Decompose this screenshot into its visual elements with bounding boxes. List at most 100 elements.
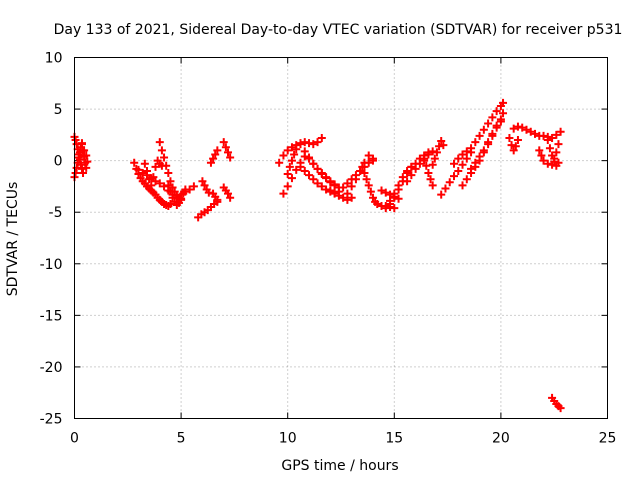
data-point: [166, 187, 175, 196]
data-point: [80, 146, 89, 155]
data-point: [403, 169, 412, 178]
data-point: [420, 156, 429, 165]
data-point: [181, 185, 190, 194]
data-point: [424, 169, 433, 178]
data-point: [71, 169, 80, 178]
data-point: [552, 148, 561, 157]
data-point: [526, 127, 535, 136]
data-point: [390, 193, 399, 202]
data-point: [507, 141, 516, 150]
data-point: [467, 164, 476, 173]
data-point: [454, 154, 463, 163]
data-point: [155, 179, 164, 188]
data-point: [428, 160, 437, 169]
data-point: [326, 178, 335, 187]
data-point: [390, 204, 399, 213]
data-point: [407, 162, 416, 171]
data-point: [313, 179, 322, 188]
data-point: [368, 193, 377, 202]
data-point: [496, 117, 505, 126]
data-point: [360, 158, 369, 167]
data-point: [71, 136, 80, 145]
data-point: [513, 122, 522, 131]
data-point: [309, 159, 318, 168]
data-point: [330, 188, 339, 197]
data-point: [130, 158, 139, 167]
data-point: [364, 151, 373, 160]
data-point: [462, 154, 471, 163]
data-point: [358, 162, 367, 171]
data-point: [160, 182, 169, 191]
data-point: [347, 182, 356, 191]
data-point: [366, 187, 375, 196]
data-point: [168, 193, 177, 202]
data-point: [157, 146, 166, 155]
y-tick-label: 10: [45, 51, 63, 67]
data-point: [381, 188, 390, 197]
data-point: [437, 137, 446, 146]
data-point: [138, 169, 147, 178]
data-point: [275, 158, 284, 167]
data-point: [518, 123, 527, 132]
data-point: [309, 140, 318, 149]
data-point: [492, 121, 501, 130]
data-point: [475, 152, 484, 161]
data-point: [134, 165, 143, 174]
x-axis-title: GPS time / hours: [281, 458, 398, 474]
x-tick-label: 15: [385, 431, 403, 447]
data-point: [445, 178, 454, 187]
data-point: [415, 159, 424, 168]
data-point: [317, 133, 326, 142]
y-tick-label: 0: [54, 154, 63, 170]
data-point: [509, 146, 518, 155]
data-point: [309, 175, 318, 184]
data-point: [411, 164, 420, 173]
data-point: [432, 148, 441, 157]
data-point: [224, 189, 233, 198]
data-point: [548, 133, 557, 142]
x-tick-label: 20: [492, 431, 510, 447]
y-axis-title: SDTVAR / TECUs: [5, 182, 21, 297]
data-point: [279, 189, 288, 198]
y-tick-label: -10: [40, 257, 63, 273]
data-point: [505, 133, 514, 142]
y-tick-label: -5: [49, 205, 63, 221]
data-point: [300, 138, 309, 147]
data-point: [492, 107, 501, 116]
data-point: [213, 146, 222, 155]
data-point: [458, 160, 467, 169]
data-point: [189, 182, 198, 191]
data-point: [449, 159, 458, 168]
data-point: [351, 175, 360, 184]
data-point: [292, 145, 301, 154]
data-point: [204, 188, 213, 197]
chart-title: Day 133 of 2021, Sidereal Day-to-day VTE…: [54, 22, 623, 38]
data-point: [479, 125, 488, 134]
data-point: [300, 166, 309, 175]
data-point: [386, 199, 395, 208]
data-point: [79, 169, 88, 178]
data-point: [296, 140, 305, 149]
data-point: [292, 165, 301, 174]
data-point: [426, 175, 435, 184]
data-point: [224, 148, 233, 157]
data-point: [174, 198, 183, 207]
y-tick-label: -25: [40, 412, 63, 428]
data-point: [499, 98, 508, 107]
data-point: [554, 158, 563, 167]
data-point: [554, 140, 563, 149]
data-point: [162, 161, 171, 170]
data-point: [166, 177, 175, 186]
data-point: [296, 162, 305, 171]
data-point: [475, 131, 484, 140]
data-point: [488, 113, 497, 122]
data-point: [499, 109, 508, 118]
data-point: [305, 153, 314, 162]
data-point: [509, 124, 518, 133]
data-point: [283, 146, 292, 155]
data-point: [424, 150, 433, 159]
data-point: [330, 181, 339, 190]
data-point: [428, 147, 437, 156]
data-point: [556, 127, 565, 136]
data-point: [305, 171, 314, 180]
